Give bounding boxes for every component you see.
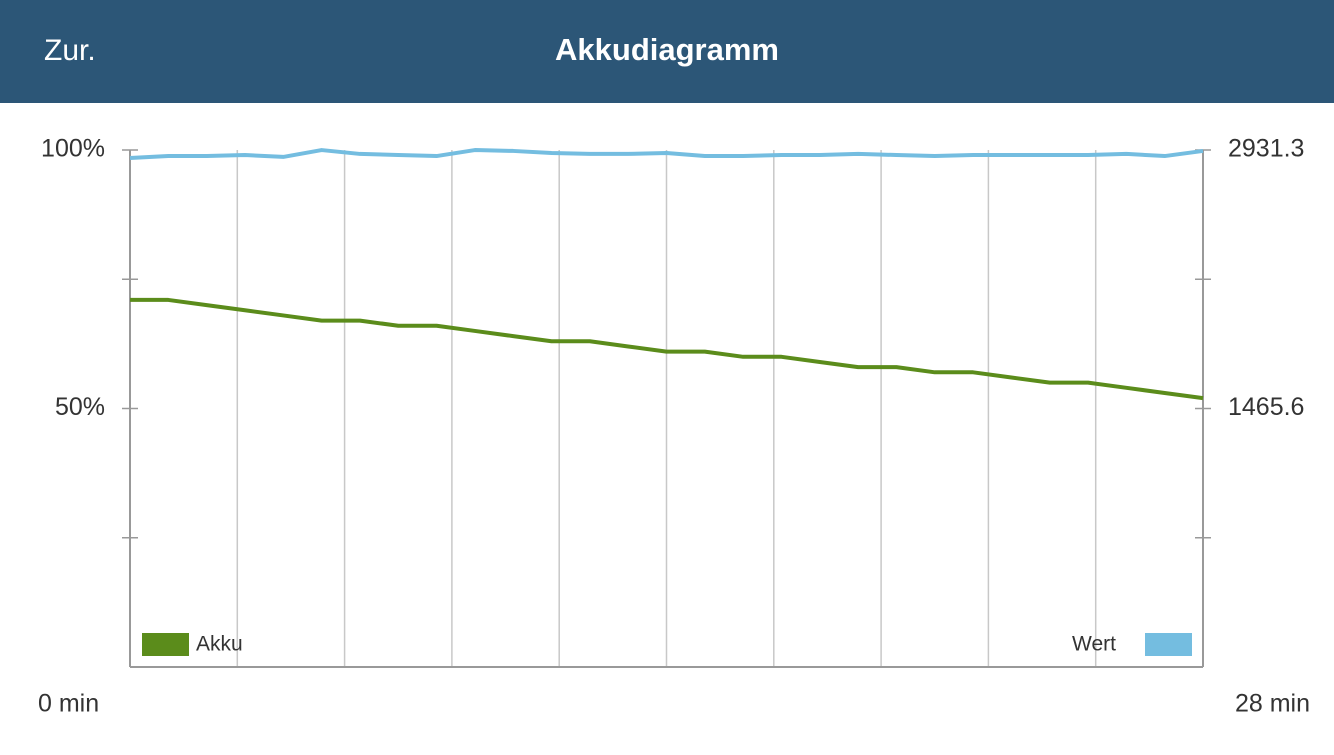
header-title: Akkudiagramm [555, 32, 779, 67]
y2-tick-label: 1465.6 [1228, 393, 1304, 421]
y-tick-label: 50% [55, 393, 105, 421]
back-button[interactable]: Zur. [44, 34, 96, 67]
legend-label: Wert [1072, 633, 1116, 656]
data-line [129, 148, 1204, 160]
legend-swatch [1145, 633, 1192, 656]
y-tick-label: 100% [41, 135, 105, 163]
legend-swatch [142, 633, 189, 656]
y2-tick-label: 2931.3 [1228, 135, 1304, 163]
data-line [130, 297, 1204, 401]
x-tick-label: 0 min [38, 690, 99, 718]
legend-label: Akku [196, 633, 243, 656]
header-bar [0, 0, 1334, 103]
x-tick-label: 28 min [1235, 690, 1310, 718]
